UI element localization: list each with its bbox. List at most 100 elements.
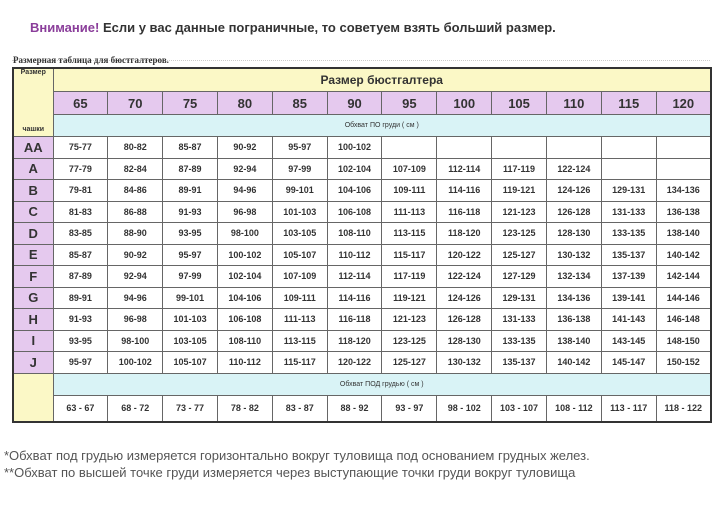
bust-range: 140-142 [655, 243, 712, 266]
bust-range: 133-135 [600, 222, 657, 245]
table-row: G 89-91 94-96 99-101 104-106 109-111 114-116 11… [12, 286, 712, 309]
bust-range: 115-117 [381, 243, 438, 266]
footnote-2: **Обхват по высшей точке груди измеряетс… [4, 465, 576, 480]
corner-top-label: Размер [20, 69, 46, 76]
bust-range: 117-119 [491, 157, 547, 180]
bust-range: 116-118 [326, 308, 383, 331]
under-bust-range: 98 - 102 [436, 394, 493, 422]
bust-range: 123-125 [381, 329, 438, 352]
cup-label: D [12, 222, 54, 245]
bust-range: 107-109 [381, 157, 438, 180]
band-size: 70 [107, 91, 164, 115]
band-size: 115 [600, 91, 657, 115]
cup-label: G [12, 286, 54, 309]
bust-range: 135-137 [491, 351, 547, 374]
bust-range: 98-100 [107, 329, 164, 352]
under-bust-row: 63 - 67 68 - 72 73 - 77 78 - 82 83 - 87 88 - … [13, 394, 712, 422]
bust-range [381, 136, 438, 159]
band-size: 65 [52, 91, 109, 115]
bust-range: 93-95 [162, 222, 218, 245]
size-table: Размер чашки Размер бюстгалтера 65 70 75 80 8… [12, 67, 712, 423]
notice-warning: Внимание! [30, 20, 100, 35]
bust-range: 99-101 [162, 286, 218, 309]
bust-range: 119-121 [381, 286, 438, 309]
bust-range: 94-96 [216, 179, 273, 202]
bust-range: 119-121 [491, 179, 547, 202]
bust-range: 126-128 [545, 200, 602, 223]
bust-range: 144-146 [655, 286, 712, 309]
bust-range: 116-118 [436, 200, 493, 223]
under-bust-range: 118 - 122 [655, 394, 712, 422]
bust-range [600, 136, 657, 159]
cup-label: B [12, 179, 54, 202]
bust-range: 106-108 [326, 200, 383, 223]
bust-range: 77-79 [52, 157, 109, 180]
bust-range: 129-131 [491, 286, 547, 309]
bust-range: 103-105 [162, 329, 218, 352]
bust-range: 128-130 [545, 222, 602, 245]
bust-range: 123-125 [491, 222, 547, 245]
table-row: E 85-87 90-92 95-97 100-102 105-107 110-112 115… [12, 243, 712, 266]
cup-label: A [12, 157, 54, 180]
footnote-1: *Обхват под грудью измеряется горизонтал… [4, 448, 590, 463]
bust-range: 148-150 [655, 329, 712, 352]
bust-range: 131-133 [491, 308, 547, 331]
table-row: A 77-79 82-84 87-89 92-94 97-99 102-104 107-109… [12, 157, 712, 180]
under-bust-label: Обхват ПОД грудью ( см ) [52, 372, 712, 396]
bust-range: 145-147 [600, 351, 657, 374]
bust-range: 133-135 [491, 329, 547, 352]
bust-range: 124-126 [436, 286, 493, 309]
table-row: I 93-95 98-100 103-105 108-110 113-115 118-120… [12, 329, 712, 352]
bust-range: 132-134 [545, 265, 602, 288]
band-size: 85 [271, 91, 328, 115]
notice-text: Если у вас данные пограничные, то совету… [102, 20, 556, 35]
bust-range: 108-110 [326, 222, 383, 245]
bust-range: 127-129 [491, 265, 547, 288]
bust-range: 143-145 [600, 329, 657, 352]
bust-range: 84-86 [107, 179, 164, 202]
bust-range: 112-114 [436, 157, 493, 180]
bust-range: 105-107 [162, 351, 218, 374]
bust-range: 80-82 [107, 136, 164, 159]
bust-range: 135-137 [600, 243, 657, 266]
bust-range: 146-148 [655, 308, 712, 331]
under-bust-range: 73 - 77 [162, 394, 218, 422]
bust-range [655, 157, 712, 180]
table-row: F 87-89 92-94 97-99 102-104 107-109 112-114 117… [12, 265, 712, 288]
cup-label: C [12, 200, 54, 223]
bust-range: 91-93 [52, 308, 109, 331]
notice: Внимание! Если у вас данные пограничные,… [30, 20, 556, 35]
bust-range: 130-132 [545, 243, 602, 266]
bust-range: 113-115 [271, 329, 328, 352]
corner-bottom-label: чашки [22, 126, 45, 133]
under-bust-range: 113 - 117 [600, 394, 657, 422]
bust-range: 95-97 [52, 351, 109, 374]
bust-range: 121-123 [381, 308, 438, 331]
bust-range: 139-141 [600, 286, 657, 309]
bust-range: 91-93 [162, 200, 218, 223]
bust-range: 114-116 [436, 179, 493, 202]
bust-range: 111-113 [381, 200, 438, 223]
bust-range: 117-119 [381, 265, 438, 288]
bust-range: 87-89 [52, 265, 109, 288]
table-row: C 81-83 86-88 91-93 96-98 101-103 106-108 111-1… [12, 200, 712, 223]
bust-range: 108-110 [216, 329, 273, 352]
bust-range: 120-122 [436, 243, 493, 266]
bust-range: 109-111 [271, 286, 328, 309]
bust-range: 106-108 [216, 308, 273, 331]
bust-range: 90-92 [107, 243, 164, 266]
cup-label: H [12, 308, 54, 331]
over-bust-label: Обхват ПО груди ( см ) [52, 114, 712, 137]
bust-range: 118-120 [436, 222, 493, 245]
bust-range: 125-127 [491, 243, 547, 266]
table-row: D 83-85 88-90 93-95 98-100 103-105 108-110 113-… [12, 222, 712, 245]
under-bust-range: 78 - 82 [216, 394, 273, 422]
bust-range: 85-87 [52, 243, 109, 266]
bust-range: 95-97 [162, 243, 218, 266]
band-size: 110 [545, 91, 602, 115]
bust-range: 100-102 [107, 351, 164, 374]
bust-range: 87-89 [162, 157, 218, 180]
bust-range: 124-126 [545, 179, 602, 202]
bust-range: 104-106 [216, 286, 273, 309]
under-bust-range: 103 - 107 [491, 394, 547, 422]
